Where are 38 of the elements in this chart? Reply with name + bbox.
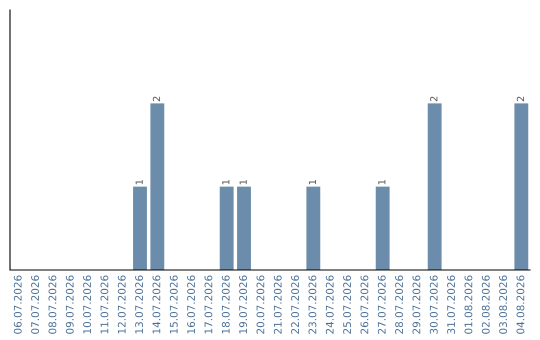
x-tick-label: 08.07.2026 <box>48 276 56 334</box>
x-tick-label: 16.07.2026 <box>187 276 196 334</box>
x-tick-label: 24.07.2026 <box>326 276 334 334</box>
x-tick-label: 11.07.2026 <box>100 276 108 334</box>
data-label: 2 <box>516 96 524 102</box>
x-tick-label: 26.07.2026 <box>360 276 368 334</box>
x-tick-label: 21.07.2026 <box>274 276 282 334</box>
x-tick-label: 09.07.2026 <box>66 276 74 334</box>
x-tick-label: 31.07.2026 <box>447 276 456 334</box>
data-label: 1 <box>308 180 316 184</box>
data-label: 1 <box>378 180 386 184</box>
x-tick-label: 06.07.2026 <box>14 276 22 334</box>
x-tick-label: 02.08.2026 <box>482 276 490 334</box>
x-tick-label: 27.07.2026 <box>378 276 386 334</box>
x-tick-label: 03.08.2026 <box>499 276 508 334</box>
x-tick-label: 22.07.2026 <box>291 276 300 334</box>
x-tick-label: 13.07.2026 <box>135 276 144 334</box>
x-tick-label: 30.07.2026 <box>430 276 438 334</box>
x-tick-label: 01.08.2026 <box>464 276 472 334</box>
x-tick-label: 19.07.2026 <box>239 276 248 334</box>
x-tick-label: 15.07.2026 <box>170 276 178 334</box>
data-label: 2 <box>430 96 438 102</box>
x-tick-label: 25.07.2026 <box>343 276 352 334</box>
x-tick-label: 04.08.2026 <box>516 276 524 334</box>
x-tick-label: 23.07.2026 <box>308 276 316 334</box>
x-tick-label: 17.07.2026 <box>204 276 212 334</box>
data-label: 1 <box>136 180 143 184</box>
x-tick-label: 28.07.2026 <box>395 276 404 334</box>
x-tick-label: 14.07.2026 <box>152 276 160 334</box>
x-tick-label: 18.07.2026 <box>222 276 230 334</box>
data-label: 1 <box>240 180 247 184</box>
x-tick-label: 10.07.2026 <box>83 276 92 334</box>
data-label: 1 <box>222 180 230 184</box>
x-tick-label: 29.07.2026 <box>412 276 420 334</box>
x-tick-label: 12.07.2026 <box>118 276 126 334</box>
x-tick-label: 20.07.2026 <box>256 276 264 334</box>
data-label: 2 <box>152 96 160 102</box>
x-tick-label: 07.07.2026 <box>31 276 40 334</box>
